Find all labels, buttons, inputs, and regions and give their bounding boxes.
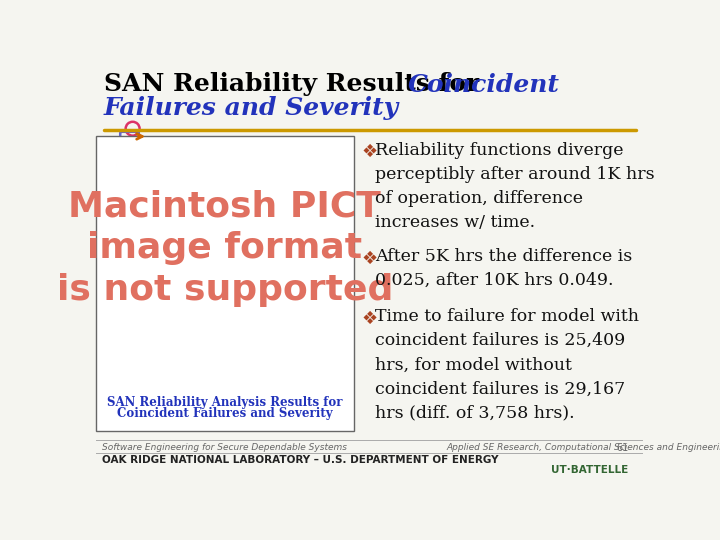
Text: Coincident: Coincident [408, 72, 559, 97]
Text: Reliability functions diverge
perceptibly after around 1K hrs
of operation, diff: Reliability functions diverge perceptibl… [375, 142, 654, 231]
Text: SAN Reliability Analysis Results for: SAN Reliability Analysis Results for [107, 396, 343, 409]
Text: Macintosh PICT
image format
is not supported: Macintosh PICT image format is not suppo… [57, 189, 393, 307]
Text: Applied SE Research, Computational Sciences and Engineering Division: Applied SE Research, Computational Scien… [446, 443, 720, 452]
Text: ❖: ❖ [361, 143, 377, 161]
Text: Failures and Severity: Failures and Severity [104, 96, 399, 119]
Text: Coincident Failures and Severity: Coincident Failures and Severity [117, 408, 333, 421]
Text: ❖: ❖ [361, 249, 377, 268]
Text: Time to failure for model with
coincident failures is 25,409
hrs, for model with: Time to failure for model with coinciden… [375, 308, 639, 422]
Text: ❖: ❖ [361, 309, 377, 328]
Text: 61: 61 [616, 443, 629, 453]
Text: SAN Reliability Results for: SAN Reliability Results for [104, 72, 488, 97]
Text: Software Engineering for Secure Dependable Systems: Software Engineering for Secure Dependab… [102, 443, 346, 452]
Text: OAK RIDGE NATIONAL LABORATORY – U.S. DEPARTMENT OF ENERGY: OAK RIDGE NATIONAL LABORATORY – U.S. DEP… [102, 455, 498, 465]
Bar [96, 137, 354, 430]
Text: After 5K hrs the difference is
0.025, after 10K hrs 0.049.: After 5K hrs the difference is 0.025, af… [375, 248, 632, 289]
Text: UT·BATTELLE: UT·BATTELLE [552, 465, 629, 475]
